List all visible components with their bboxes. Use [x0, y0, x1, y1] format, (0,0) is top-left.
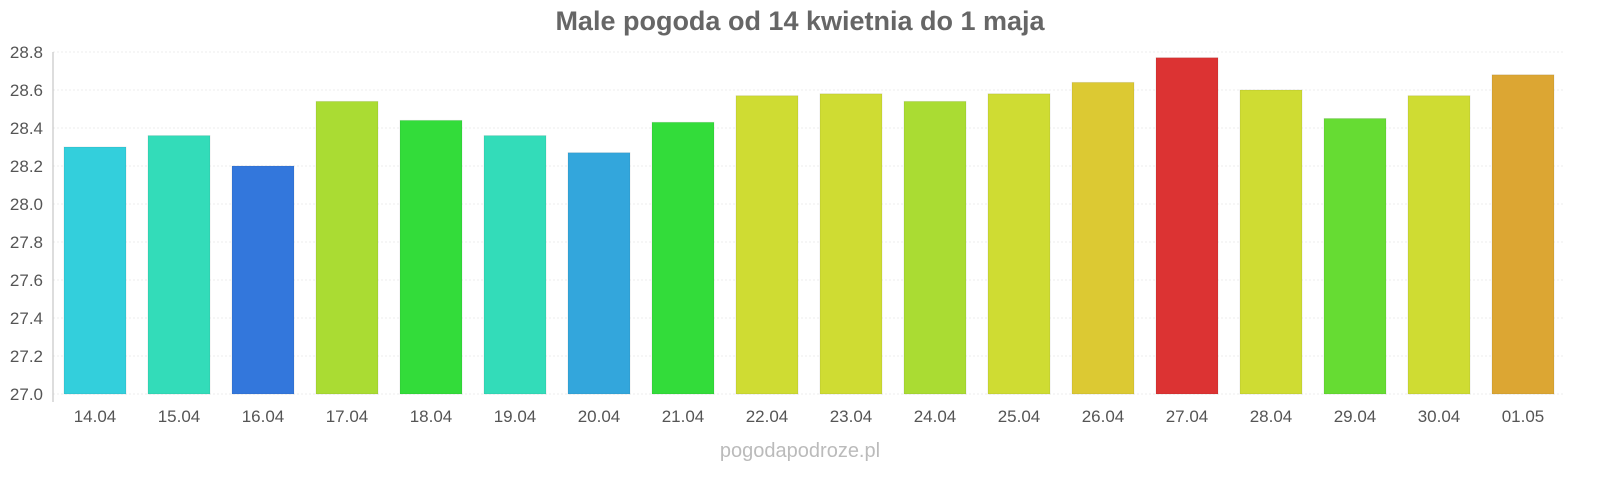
bar: [567, 152, 631, 395]
y-tick-label: 28.4: [10, 119, 43, 138]
y-tick-label: 27.8: [10, 233, 43, 252]
x-tick-label: 29.04: [1334, 407, 1377, 426]
y-tick-label: 28.2: [10, 157, 43, 176]
bar: [1155, 57, 1219, 395]
bar: [735, 95, 799, 395]
x-tick-label: 23.04: [830, 407, 873, 426]
bar: [1239, 89, 1303, 395]
x-tick-label: 20.04: [578, 407, 621, 426]
y-tick-label: 28.0: [10, 195, 43, 214]
x-tick-label: 21.04: [662, 407, 705, 426]
chart-title: Male pogoda od 14 kwietnia do 1 maja: [555, 6, 1045, 36]
x-tick-label: 27.04: [1166, 407, 1209, 426]
x-tick-label: 25.04: [998, 407, 1041, 426]
source-credit: pogodapodroze.pl: [719, 440, 881, 462]
x-tick-label: 17.04: [326, 407, 369, 426]
x-tick-label: 19.04: [494, 407, 537, 426]
bar: [987, 93, 1051, 395]
x-tick-label: 16.04: [242, 407, 285, 426]
bar: [63, 146, 127, 395]
y-tick-label: 27.2: [10, 347, 43, 366]
y-tick-label: 27.6: [10, 271, 43, 290]
bar: [315, 100, 379, 395]
bar: [483, 135, 547, 395]
x-tick-label: 18.04: [410, 407, 453, 426]
bar: [1323, 118, 1387, 395]
bar: [1407, 95, 1471, 395]
y-tick-label: 28.6: [10, 81, 43, 100]
x-tick-label: 24.04: [914, 407, 957, 426]
bar: [819, 93, 883, 395]
bar: [231, 165, 295, 395]
x-tick-label: 14.04: [74, 407, 117, 426]
bar: [1071, 81, 1135, 395]
x-tick-label: 30.04: [1418, 407, 1461, 426]
x-tick-label: 01.05: [1502, 407, 1545, 426]
y-tick-label: 27.0: [10, 385, 43, 404]
x-tick-label: 26.04: [1082, 407, 1125, 426]
bar: [399, 119, 463, 395]
bar: [1491, 74, 1555, 395]
x-tick-label: 28.04: [1250, 407, 1293, 426]
bar: [651, 121, 715, 395]
bar: [903, 100, 967, 395]
y-tick-label: 28.8: [10, 43, 43, 62]
y-tick-label: 27.4: [10, 309, 43, 328]
x-tick-label: 15.04: [158, 407, 201, 426]
bar: [147, 135, 211, 395]
x-tick-label: 22.04: [746, 407, 789, 426]
